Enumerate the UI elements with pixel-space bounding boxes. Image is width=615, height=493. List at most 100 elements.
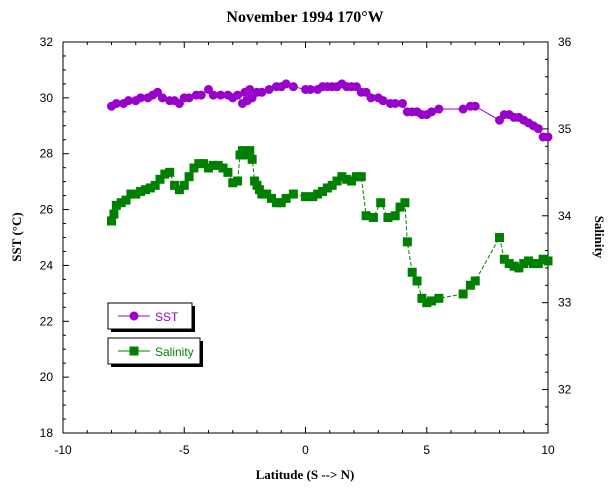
salinity-point [361,211,371,221]
salinity-point [204,163,213,173]
salinity-point [422,298,432,308]
sst-point [458,104,468,114]
salinity-point [538,254,548,264]
salinity-point [402,237,412,247]
series-line-sst [111,83,548,138]
sst-point [245,84,255,94]
x-tick-label: -10 [54,443,72,457]
salinity-point [136,186,146,196]
series-layer [107,79,553,308]
tick-labels: -10 -5 0 5 10 18 20 22 24 26 28 30 32 32 33 34 35 36 [40,35,572,457]
x-tick-label: 10 [541,443,555,457]
salinity-point [543,256,553,266]
salinity-point [189,163,199,173]
salinity-point [458,289,468,299]
salinity-point [519,259,529,269]
sst-point [378,96,388,106]
y-tick-label: 18 [40,426,54,440]
salinity-point [194,159,204,169]
series-salinity [107,146,553,308]
y-tick-label: 30 [40,91,54,105]
salinity-point [111,200,121,210]
x-axis-label: Latitude (S --> N) [256,467,355,482]
y-tick-label: 24 [40,258,54,272]
salinity-point [213,160,223,170]
salinity-point [347,176,357,186]
sst-point [533,124,543,134]
salinity-point [533,259,543,269]
sst-point [288,82,298,92]
salinity-point [412,276,422,286]
salinity-point [322,183,332,193]
sst-point [366,93,376,103]
y2-tick-label: 36 [558,35,572,49]
legend-item-sst: SST [107,302,195,332]
salinity-point [281,193,291,203]
y-axis-label: SST (°C) [9,212,24,261]
salinity-point [107,216,116,226]
salinity-point [470,276,480,286]
salinity-point [145,183,155,193]
salinity-point [356,172,366,182]
salinity-point [288,189,298,199]
axis-ticks [62,41,549,434]
sst-point [196,90,206,100]
salinity-point [400,198,410,208]
sst-point [543,132,553,142]
salinity-point [131,189,141,199]
salinity-point [313,189,323,199]
salinity-point [434,293,444,303]
y2-tick-label: 33 [558,296,572,310]
salinity-point [208,160,218,170]
x-tick-label: 0 [302,443,309,457]
salinity-point [495,233,504,242]
salinity-point [465,280,475,290]
series-line-salinity [111,149,549,304]
salinity-point [165,167,175,177]
sst-point [157,93,167,103]
legend: SST Salinity [107,302,203,367]
salinity-point [170,180,180,190]
salinity-point [499,254,509,264]
y-tick-label: 28 [40,147,54,161]
sst-point [208,90,218,100]
salinity-point [528,259,538,269]
y2-tick-label: 35 [558,122,572,136]
salinity-point [126,189,136,199]
legend-item-salinity: Salinity [107,337,203,367]
legend-salinity-marker [129,346,139,356]
salinity-point [390,211,400,221]
legend-sst-label: SST [155,310,179,324]
salinity-point [116,198,126,208]
salinity-point [271,198,281,208]
salinity-point [417,293,427,303]
salinity-point [509,261,519,271]
y-tick-label: 26 [40,203,54,217]
sst-point [216,90,226,100]
salinity-point [223,167,233,177]
salinity-point [351,172,361,182]
sst-point [184,93,194,103]
salinity-point [174,185,184,195]
series-sst [107,79,553,142]
salinity-point [247,154,257,164]
salinity-point [407,267,417,277]
salinity-point [218,163,228,173]
salinity-point [245,146,255,156]
salinity-point [327,180,337,190]
sst-point [264,84,274,94]
legend-sst-marker [129,311,139,321]
salinity-point [395,202,405,212]
salinity-point [427,296,437,306]
y2-tick-label: 34 [558,209,572,223]
salinity-point [155,174,165,184]
salinity-point [301,192,310,202]
sst-point [281,79,291,89]
salinity-point [121,195,131,205]
sst-point [470,101,480,111]
salinity-point [140,185,150,195]
sst-point [123,96,133,106]
x-tick-label: 5 [423,443,430,457]
salinity-point [376,198,386,208]
